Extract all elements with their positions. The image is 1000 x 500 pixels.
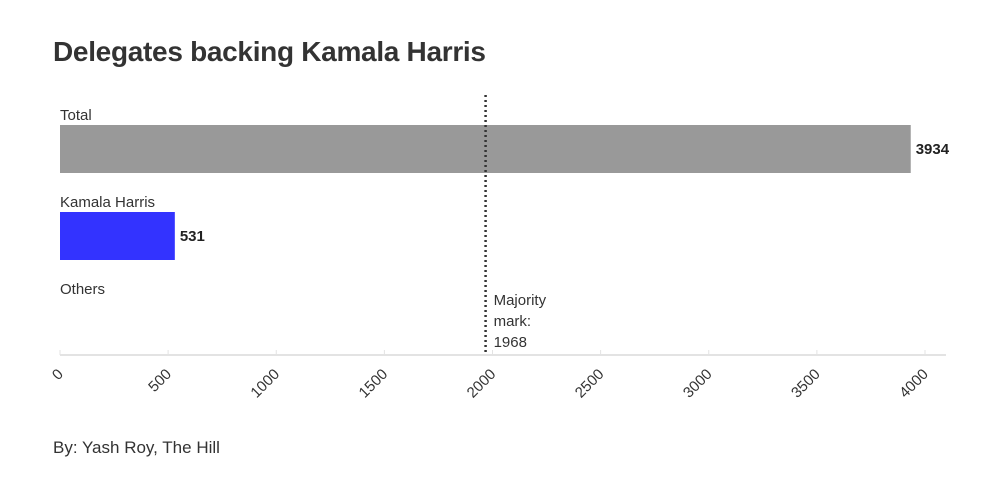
category-label-total: Total <box>60 107 92 124</box>
x-tick-label-1500: 1500 <box>356 366 392 402</box>
majority-label-line-3: 1968 <box>494 334 527 351</box>
category-label-kamala-harris: Kamala Harris <box>60 194 155 211</box>
category-label-others: Others <box>60 281 105 298</box>
bar-kamala-harris <box>60 212 175 260</box>
majority-label-line-1: Majority <box>494 292 547 309</box>
x-tick-label-4000: 4000 <box>896 366 932 402</box>
x-tick-label-2000: 2000 <box>464 366 500 402</box>
value-label-kamala-harris: 531 <box>180 228 205 245</box>
labels-layer: Total 3934 Kamala Harris 531 Others <box>60 107 950 298</box>
chart-title: Delegates backing Kamala Harris <box>53 36 486 67</box>
x-tick-label-3000: 3000 <box>680 366 716 402</box>
x-axis: 0 500 1000 1500 2000 2500 3000 3500 4000 <box>49 350 946 401</box>
value-label-total: 3934 <box>916 141 950 158</box>
majority-reference: Majority mark: 1968 <box>484 95 547 355</box>
x-tick-label-0: 0 <box>49 366 67 384</box>
majority-label-line-2: mark: <box>494 313 531 330</box>
x-tick-label-500: 500 <box>145 366 175 396</box>
x-tick-label-2500: 2500 <box>572 366 608 402</box>
x-tick-label-1000: 1000 <box>247 366 283 402</box>
chart-credit: By: Yash Roy, The Hill <box>53 438 220 457</box>
x-tick-label-3500: 3500 <box>788 366 824 402</box>
